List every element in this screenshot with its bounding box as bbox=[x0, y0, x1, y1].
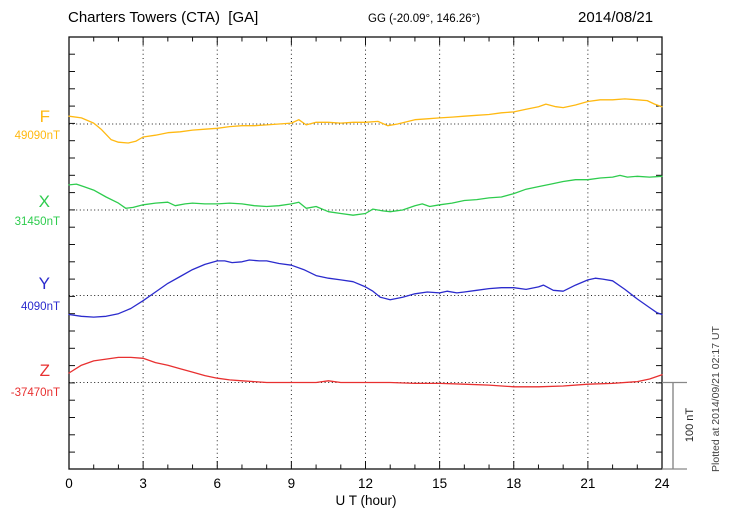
x-tick-label-24: 24 bbox=[654, 476, 670, 491]
series-baseline-X: 31450nT bbox=[14, 216, 60, 228]
station-title: Charters Towers (CTA) [GA] bbox=[68, 9, 259, 26]
scale-bar-label: 100 nT bbox=[684, 407, 696, 443]
plot-date: 2014/08/21 bbox=[578, 9, 654, 26]
series-baseline-Z: -37470nT bbox=[10, 387, 60, 399]
x-tick-label-15: 15 bbox=[432, 476, 448, 491]
x-tick-label-9: 9 bbox=[287, 476, 296, 491]
series-Y-line bbox=[68, 259, 663, 318]
series-label-Z: Z bbox=[39, 361, 50, 380]
series-X-line bbox=[68, 174, 663, 216]
plotted-timestamp-note: Plotted at 2014/09/21 02:17 UT bbox=[710, 326, 722, 472]
series-label-X: X bbox=[38, 192, 50, 211]
x-tick-label-18: 18 bbox=[506, 476, 522, 491]
series-baseline-Y: 4090nT bbox=[20, 301, 60, 313]
x-tick-label-3: 3 bbox=[139, 476, 147, 491]
series-label-Y: Y bbox=[38, 274, 50, 293]
x-tick-label-12: 12 bbox=[357, 476, 374, 491]
x-axis-label: U T (hour) bbox=[335, 493, 397, 508]
x-tick-label-6: 6 bbox=[213, 476, 222, 491]
geographic-coordinates: GG (-20.09°, 146.26°) bbox=[368, 13, 481, 25]
series-label-F: F bbox=[39, 107, 50, 126]
x-tick-label-21: 21 bbox=[580, 476, 596, 491]
series-F-line bbox=[68, 98, 663, 144]
x-tick-label-0: 0 bbox=[65, 476, 73, 491]
series-Z-line bbox=[68, 356, 663, 388]
series-baseline-F: 49090nT bbox=[14, 130, 60, 142]
